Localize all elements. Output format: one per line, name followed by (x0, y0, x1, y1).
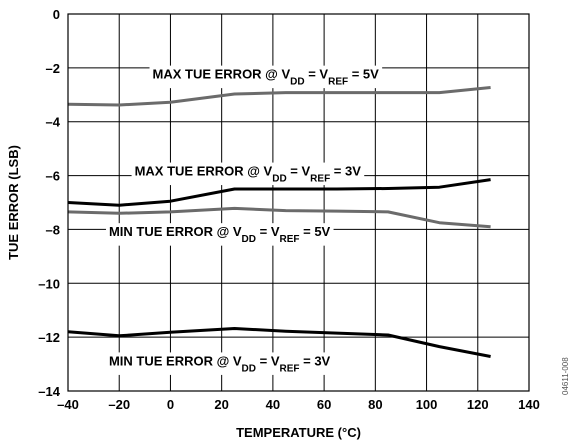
annotation-text: MIN TUE ERROR @ VDD = VREF = 5V (109, 224, 331, 245)
y-tick-label: –2 (46, 61, 60, 76)
x-tick-label: 0 (167, 397, 174, 412)
annotation-4: MIN TUE ERROR @ VDD = VREF = 3V (105, 352, 334, 375)
y-tick-label: 0 (53, 7, 60, 22)
x-tick-labels: –40 –20 0 20 40 60 80 100 120 140 (57, 397, 540, 412)
x-tick-label: 60 (317, 397, 331, 412)
annotation-background (131, 162, 365, 186)
y-tick-label: –6 (46, 169, 60, 184)
x-tick-label: 100 (416, 397, 438, 412)
x-tick-label: –20 (108, 397, 130, 412)
figure-id: 04611-008 (561, 357, 570, 395)
annotation-text: MAX TUE ERROR @ VDD = VREF = 3V (135, 164, 362, 185)
y-tick-labels: 0 –2 –4 –6 –8 –10 –12 –14 (38, 7, 60, 399)
x-tick-label: 80 (368, 397, 382, 412)
annotation-background (105, 352, 334, 375)
x-tick-label: 40 (266, 397, 280, 412)
annotation-text: MIN TUE ERROR @ VDD = VREF = 3V (109, 353, 331, 374)
y-axis-label: TUE ERROR (LSB) (6, 145, 21, 260)
series-line-3 (67, 206, 491, 229)
series-lines (67, 86, 491, 358)
x-tick-label: 140 (518, 397, 540, 412)
annotation-background (105, 223, 334, 246)
annotation-1: MAX TUE ERROR @ VDD = VREF = 5V (149, 65, 383, 89)
y-tick-label: –8 (46, 222, 60, 237)
y-tick-label: –10 (38, 276, 60, 291)
annotation-background (149, 65, 383, 89)
annotation-3: MIN TUE ERROR @ VDD = VREF = 5V (105, 223, 334, 246)
annotation-text: MAX TUE ERROR @ VDD = VREF = 5V (153, 67, 380, 88)
y-tick-label: –12 (38, 330, 60, 345)
annotation-2: MAX TUE ERROR @ VDD = VREF = 3V (131, 162, 365, 186)
x-tick-label: 120 (467, 397, 489, 412)
annotations: MAX TUE ERROR @ VDD = VREF = 5V MAX TUE E… (105, 65, 383, 375)
x-axis-label: TEMPERATURE (°C) (236, 425, 361, 440)
x-tick-label: –40 (57, 397, 79, 412)
plot-frame (67, 13, 530, 392)
y-tick-label: –4 (46, 115, 61, 130)
x-tick-label: 20 (214, 397, 228, 412)
series-line-4 (67, 327, 491, 358)
series-line-2 (67, 178, 491, 207)
y-tick-label: –14 (38, 384, 60, 399)
series-line-1 (67, 86, 491, 107)
